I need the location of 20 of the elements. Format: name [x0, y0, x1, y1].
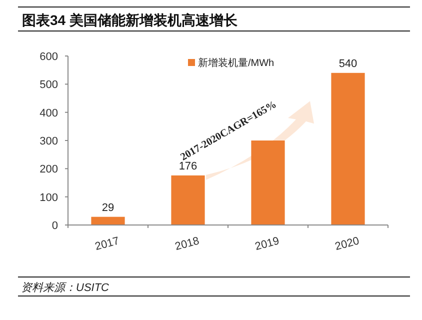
y-tick-label: 100: [40, 192, 58, 204]
x-tick-label: 2017: [94, 235, 121, 254]
data-label: 540: [338, 58, 358, 70]
chart-title: 图表34 美国储能新增装机高速增长: [22, 12, 238, 28]
legend-label: 新增装机量/MWh: [198, 57, 274, 69]
bar: [171, 175, 205, 225]
y-tick-label: 600: [40, 51, 58, 63]
data-label: 176: [178, 160, 198, 172]
x-tick-label: 2019: [254, 235, 281, 254]
y-tick-label: 400: [40, 107, 58, 120]
bar: [91, 216, 125, 225]
y-tick-label: 200: [40, 164, 58, 176]
y-tick-label: 0: [52, 220, 58, 232]
data-label: 29: [102, 202, 114, 214]
y-tick-label: 300: [40, 136, 58, 148]
x-tick-label: 2018: [174, 235, 201, 254]
text: 资料来源：USITC: [21, 281, 110, 294]
x-tick-label: 2020: [334, 235, 361, 254]
bar: [331, 72, 365, 225]
y-tick-label: 500: [40, 79, 58, 92]
